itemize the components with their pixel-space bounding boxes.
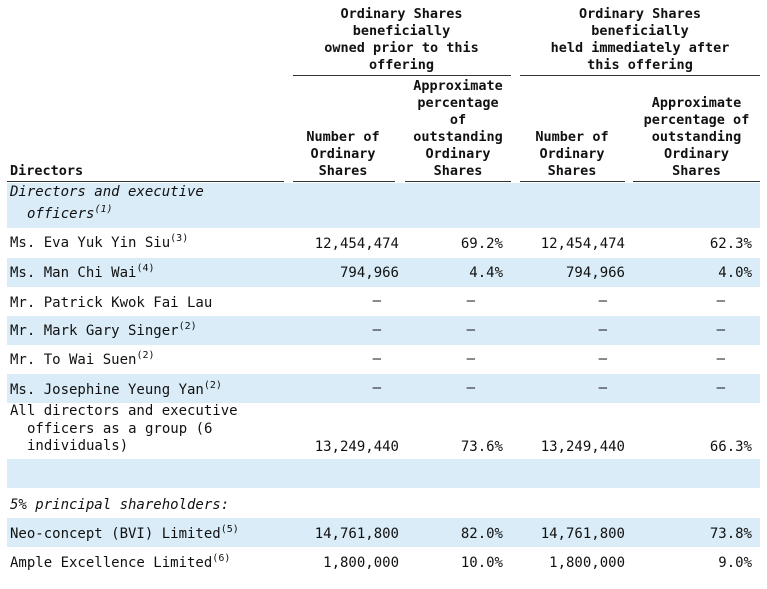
row-pct-after: 4.0% xyxy=(718,265,752,281)
row-num-prior: — xyxy=(372,380,381,396)
row-num-after: — xyxy=(598,351,607,367)
row-pct-after: — xyxy=(716,351,725,367)
header-directors: Directors xyxy=(10,163,84,179)
header-num-after: Number of Ordinary Shares xyxy=(535,129,609,179)
row-num-prior: 794,966 xyxy=(339,265,399,281)
row-pct-prior: 82.0% xyxy=(460,526,503,542)
row-num-after: — xyxy=(598,322,607,338)
row-pct-prior: — xyxy=(466,380,475,396)
row-num-prior: 1,800,000 xyxy=(323,555,399,571)
row-name: Neo-concept (BVI) Limited(5) xyxy=(10,524,239,543)
header-pct-after: Approximate percentage of outstanding Or… xyxy=(643,95,750,179)
row-num-after: — xyxy=(598,380,607,396)
band-principal-1 xyxy=(7,518,760,547)
header-group-prior: Ordinary Shares beneficially owned prior… xyxy=(324,6,479,73)
header-rule-after xyxy=(520,75,760,76)
row-num-after: 794,966 xyxy=(565,265,625,281)
row-pct-prior: 69.2% xyxy=(460,236,503,252)
row-pct-after: — xyxy=(716,380,725,396)
row-num-prior: 14,761,800 xyxy=(314,526,399,542)
row-num-after: 14,761,800 xyxy=(540,526,625,542)
row-num-after: — xyxy=(598,293,607,309)
group-num-prior: 13,249,440 xyxy=(314,439,399,455)
group-pct-prior: 73.6% xyxy=(460,439,503,455)
header-rule-directors xyxy=(7,181,284,182)
section-directors-line2: officers(1) xyxy=(27,204,113,223)
band-directors-section xyxy=(7,183,760,228)
row-name: Mr. Patrick Kwok Fai Lau xyxy=(10,295,213,311)
header-rule-pct-prior xyxy=(405,181,511,182)
row-name: Ms. Man Chi Wai(4) xyxy=(10,263,155,282)
row-num-prior: — xyxy=(372,293,381,309)
header-rule-pct-after xyxy=(633,181,760,182)
header-pct-prior: Approximate percentage of outstanding Or… xyxy=(413,78,503,179)
header-rule-prior xyxy=(293,75,511,76)
header-rule-num-prior xyxy=(293,181,395,182)
row-pct-after: 9.0% xyxy=(718,555,752,571)
row-pct-after: 73.8% xyxy=(709,526,752,542)
group-num-after: 13,249,440 xyxy=(540,439,625,455)
group-line3: individuals) xyxy=(27,438,129,454)
band-empty xyxy=(7,459,760,488)
header-rule-num-after xyxy=(520,181,625,182)
row-num-after: 12,454,474 xyxy=(540,236,625,252)
band-row-6 xyxy=(7,374,760,403)
header-num-prior: Number of Ordinary Shares xyxy=(306,129,380,179)
row-num-prior: — xyxy=(372,322,381,338)
section-directors-line1: Directors and executive xyxy=(10,184,204,200)
row-pct-after: — xyxy=(716,293,725,309)
row-name: Ms. Eva Yuk Yin Siu(3) xyxy=(10,233,189,252)
band-row-2 xyxy=(7,258,760,287)
row-pct-prior: — xyxy=(466,351,475,367)
row-name: Ms. Josephine Yeung Yan(2) xyxy=(10,380,222,399)
row-pct-after: 62.3% xyxy=(709,236,752,252)
row-num-prior: 12,454,474 xyxy=(314,236,399,252)
row-num-prior: — xyxy=(372,351,381,367)
row-pct-prior: 4.4% xyxy=(469,265,503,281)
row-name: Mr. To Wai Suen(2) xyxy=(10,350,155,369)
row-pct-prior: 10.0% xyxy=(460,555,503,571)
group-pct-after: 66.3% xyxy=(709,439,752,455)
row-name: Mr. Mark Gary Singer(2) xyxy=(10,321,197,340)
row-pct-after: — xyxy=(716,322,725,338)
row-pct-prior: — xyxy=(466,322,475,338)
row-pct-prior: — xyxy=(466,293,475,309)
row-name: Ample Excellence Limited(6) xyxy=(10,553,231,572)
row-num-after: 1,800,000 xyxy=(549,555,625,571)
group-line1: All directors and executive xyxy=(10,403,238,419)
section-principal: 5% principal shareholders: xyxy=(10,497,230,513)
group-line2: officers as a group (6 xyxy=(27,421,213,437)
header-group-after: Ordinary Shares beneficially held immedi… xyxy=(550,6,730,73)
band-row-4 xyxy=(7,316,760,345)
